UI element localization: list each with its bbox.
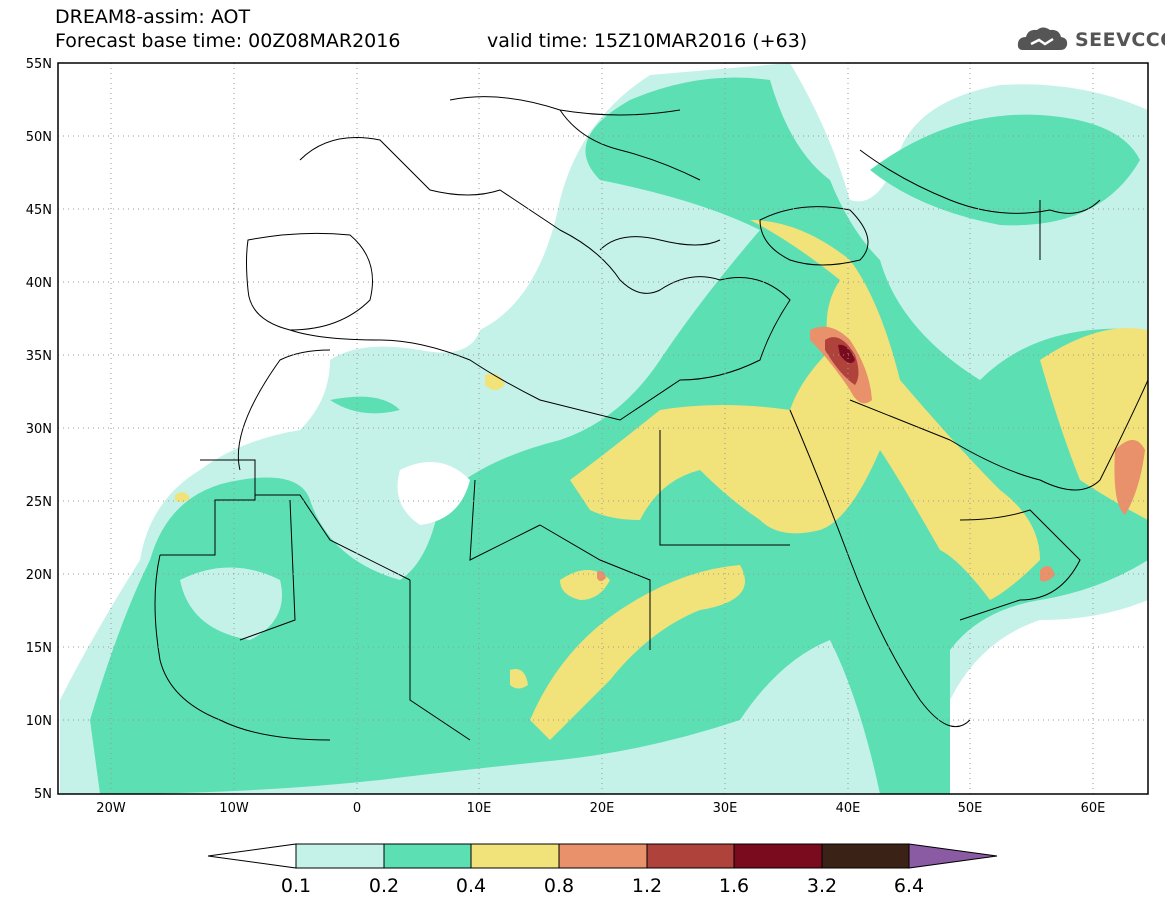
valid-time: valid time: 15Z10MAR2016 (+63) — [487, 30, 808, 52]
colorbar-swatch — [646, 843, 735, 869]
colorbar-label: 3.2 — [807, 875, 837, 897]
map-frame — [57, 62, 1149, 795]
colorbar-label: 6.4 — [894, 875, 924, 897]
colorbar-low-arrow — [207, 843, 297, 869]
cloud-icon — [1017, 27, 1068, 50]
colorbar-label: 0.8 — [544, 875, 574, 897]
lon-label: 10E — [467, 801, 492, 816]
colorbar-label: 0.2 — [369, 875, 399, 897]
colorbar-swatch — [733, 843, 823, 869]
colorbar-swatch — [295, 843, 385, 869]
lat-label: 25N — [26, 495, 52, 510]
colorbar-label: 1.2 — [632, 875, 662, 897]
lon-label: 40E — [836, 801, 861, 816]
lat-label: 40N — [26, 276, 52, 291]
lat-label: 15N — [26, 641, 52, 656]
lat-label: 35N — [26, 349, 52, 364]
lat-label: 10N — [26, 714, 52, 729]
latitude-labels: 55N 50N 45N 40N 35N 30N 25N 20N 15N 10N … — [26, 57, 52, 802]
lat-label: 45N — [26, 203, 52, 218]
lon-label: 10W — [219, 801, 249, 816]
colorbar — [207, 843, 998, 869]
forecast-base-time: Forecast base time: 00Z08MAR2016 — [55, 30, 401, 52]
lat-label: 5N — [34, 787, 52, 802]
colorbar-swatch — [470, 843, 560, 869]
colorbar-label: 0.4 — [456, 875, 486, 897]
lat-label: 50N — [26, 130, 52, 145]
colorbar-swatch — [383, 843, 472, 869]
lon-label: 20E — [590, 801, 615, 816]
colorbar-label: 1.6 — [719, 875, 749, 897]
lon-label: 20W — [96, 801, 126, 816]
lon-label: 50E — [958, 801, 983, 816]
lat-label: 20N — [26, 568, 52, 583]
graticule — [58, 63, 1148, 794]
colorbar-swatch — [558, 843, 648, 869]
lon-label: 0 — [353, 801, 361, 816]
lat-label: 55N — [26, 57, 52, 72]
lon-label: 60E — [1081, 801, 1106, 816]
lat-label: 30N — [26, 422, 52, 437]
chart-title: DREAM8-assim: AOT — [55, 6, 251, 28]
lon-label: 30E — [713, 801, 738, 816]
colorbar-swatch — [821, 843, 910, 869]
colorbar-high-arrow — [908, 843, 998, 869]
longitude-labels: 20W 10W 0 10E 20E 30E 40E 50E 60E — [96, 801, 1105, 816]
coastlines — [154, 96, 1148, 741]
colorbar-label: 0.1 — [281, 875, 311, 897]
colorbar-labels: 0.1 0.2 0.4 0.8 1.2 1.6 3.2 6.4 — [281, 875, 924, 897]
logo-text: SEEVCCC — [1075, 29, 1165, 51]
